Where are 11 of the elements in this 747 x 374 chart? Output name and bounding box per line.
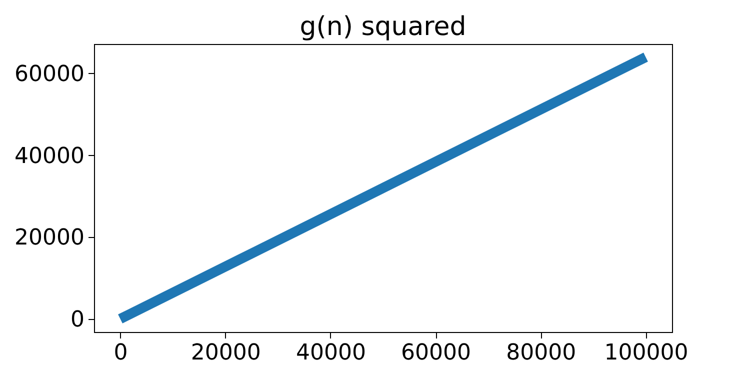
chart-title: g(n) squared <box>300 12 466 42</box>
x-tick-label: 80000 <box>506 340 576 366</box>
y-tick-label: 60000 <box>14 62 84 87</box>
y-tick-label: 20000 <box>14 226 84 251</box>
y-tick-label: 40000 <box>14 144 84 169</box>
x-tick-label: 40000 <box>296 340 366 366</box>
x-tick-label: 100000 <box>604 340 688 366</box>
x-tick-label: 0 <box>114 340 128 366</box>
x-tick-label: 20000 <box>190 340 261 366</box>
y-tick-label: 0 <box>70 307 84 332</box>
x-tick-label: 60000 <box>401 340 472 366</box>
